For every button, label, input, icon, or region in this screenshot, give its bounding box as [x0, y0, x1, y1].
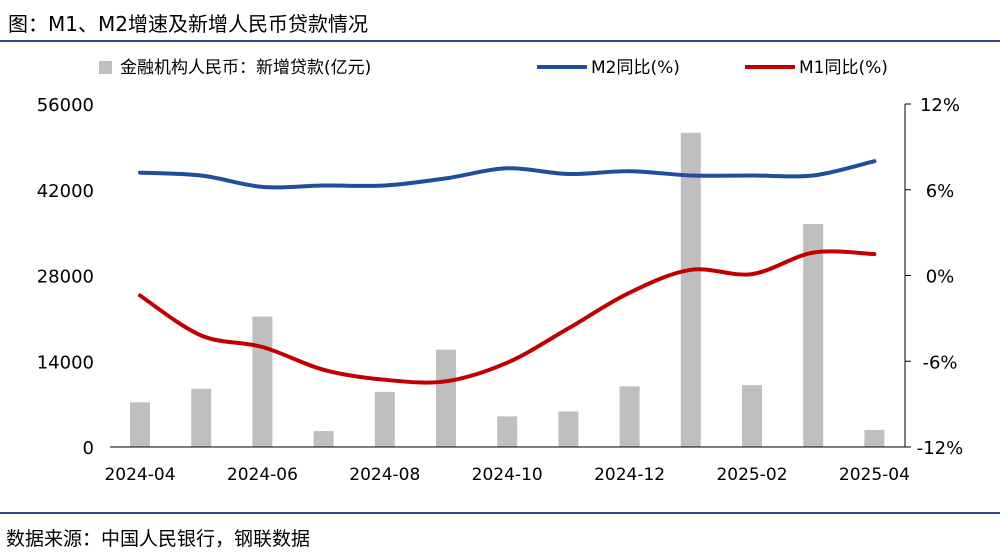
left-tick-label: 56000	[37, 95, 94, 116]
legend-m1-label: M1同比(%)	[799, 58, 888, 78]
line-series	[138, 159, 877, 385]
left-tick-label: 42000	[37, 181, 94, 202]
bar-2024-05	[191, 388, 212, 447]
legend-bar-swatch	[99, 61, 112, 74]
bar-2024-06	[252, 316, 273, 447]
source-bar: 数据来源：中国人民银行，钢联数据	[0, 512, 1000, 558]
bar-2025-03	[803, 224, 824, 447]
chart-canvas: 金融机构人民币：新增贷款(亿元) M2同比(%) M1同比(%) 0 14000 2…	[37, 58, 964, 485]
axes	[110, 104, 906, 448]
legend: 金融机构人民币：新增贷款(亿元) M2同比(%) M1同比(%)	[99, 58, 888, 78]
right-tick-label: 6%	[926, 181, 955, 202]
right-tick-label: -6%	[922, 352, 957, 373]
bar-2024-10	[497, 416, 518, 447]
title-bar: 图：M1、M2增速及新增人民币贷款情况	[0, 0, 1000, 42]
left-axis-ticks: 0 14000 28000 42000 56000	[37, 95, 94, 459]
left-tick-label: 28000	[37, 267, 94, 288]
m1-line	[138, 249, 877, 385]
bar-2024-08	[374, 391, 395, 447]
left-tick-label: 14000	[37, 352, 94, 373]
x-tick-label: 2025-02	[716, 465, 787, 485]
right-tick-label: 12%	[920, 95, 960, 116]
x-axis-ticks: 2024-04 2024-06 2024-08 2024-10 2024-12 2025-…	[104, 465, 909, 485]
bar-series	[130, 132, 885, 447]
source-note: 数据来源：中国人民银行，钢联数据	[6, 528, 311, 550]
bar-2024-07	[313, 431, 334, 447]
bar-2024-11	[558, 411, 579, 447]
x-tick-label: 2024-12	[594, 465, 665, 485]
right-tick-label: -12%	[917, 438, 964, 459]
x-tick-label: 2024-10	[472, 465, 543, 485]
x-tick-label: 2024-04	[104, 465, 175, 485]
chart-title: 图：M1、M2增速及新增人民币贷款情况	[8, 12, 368, 36]
m2-line	[138, 159, 877, 190]
left-tick-label: 0	[83, 438, 94, 459]
right-axis-ticks: -12% -6% 0% 6% 12%	[905, 95, 963, 459]
legend-bar-label: 金融机构人民币：新增贷款(亿元)	[120, 58, 371, 78]
bar-2025-04	[864, 429, 885, 447]
bar-2024-04	[130, 402, 150, 447]
x-tick-label: 2024-06	[227, 465, 298, 485]
x-tick-label: 2025-04	[839, 465, 910, 485]
bar-2024-12	[619, 386, 640, 447]
legend-m2-label: M2同比(%)	[591, 58, 680, 78]
bar-2025-01	[680, 132, 701, 447]
x-tick-label: 2024-08	[349, 465, 420, 485]
bar-2025-02	[742, 385, 762, 447]
bar-2024-09	[436, 349, 456, 447]
right-tick-label: 0%	[926, 267, 955, 288]
